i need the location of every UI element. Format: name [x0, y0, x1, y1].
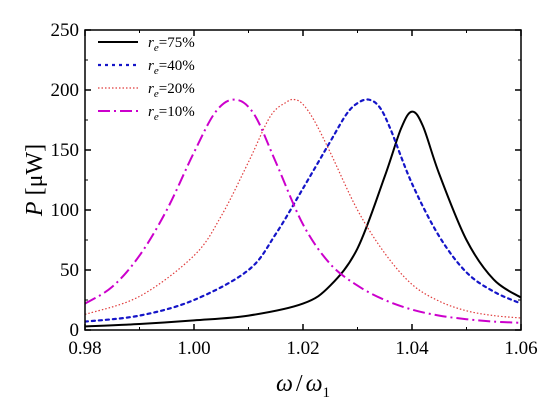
legend: re=75% re=40% re=20% re=10% — [98, 35, 195, 123]
x-axis-slash: / — [296, 371, 303, 397]
x-axis-num: ω — [276, 371, 293, 397]
series-line-0 — [85, 110, 521, 328]
y-axis-title: P [μW] — [22, 144, 48, 217]
x-tick-label: 1.00 — [177, 338, 210, 359]
x-axis-den: ω — [306, 371, 323, 397]
x-tick-label: 1.04 — [395, 338, 429, 359]
legend-label: re=75% — [148, 35, 195, 54]
y-tick-label: 50 — [60, 260, 79, 281]
series-line-2 — [85, 98, 521, 319]
y-tick-label: 200 — [51, 80, 80, 101]
x-axis-title: ω / ω1 — [276, 371, 330, 401]
y-tick-label: 0 — [70, 320, 80, 341]
legend-label: re=20% — [148, 81, 195, 100]
series-line-3 — [85, 98, 521, 324]
x-tick-label: 1.06 — [504, 338, 537, 359]
legend-label: re=40% — [148, 58, 195, 77]
x-tick-label: 1.02 — [286, 338, 319, 359]
y-axis-unit: [μW] — [22, 144, 48, 202]
ticks-layer: 0.98 1.00 1.02 1.04 1.06 0 50 100 150 200 250 — [51, 20, 538, 359]
y-tick-label: 250 — [51, 20, 80, 41]
series-line-1 — [85, 98, 521, 323]
plot-frame — [84, 29, 522, 331]
legend-label: re=10% — [148, 104, 195, 123]
x-axis-den-sub: 1 — [323, 385, 331, 401]
y-tick-label: 100 — [51, 200, 80, 221]
y-tick-label: 150 — [51, 140, 80, 161]
x-tick-label: 0.98 — [68, 338, 101, 359]
series-layer — [85, 98, 521, 328]
y-axis-symbol: P — [22, 201, 48, 217]
